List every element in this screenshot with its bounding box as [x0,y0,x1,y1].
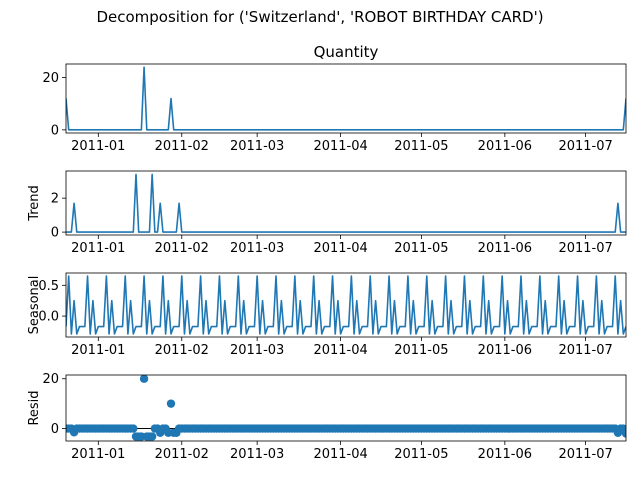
plot-area [66,66,626,131]
y-tick-label: 20 [42,71,59,86]
x-tick-label: 2011-02 [155,343,209,358]
y-axis-label: Seasonal [27,276,42,335]
resid-point [139,375,149,383]
x-tick-label: 2011-03 [230,241,284,256]
x-tick-label: 2011-06 [478,241,532,256]
y-tick-label: 0.5 [38,279,59,294]
y-tick-label: 0.0 [38,310,59,325]
resid-point [621,429,626,438]
y-tick-label: 0 [51,123,59,138]
series-line [66,173,626,233]
x-tick-label: 2011-07 [558,447,612,462]
x-tick-label: 2011-01 [71,447,125,462]
y-tick-label: 0 [51,422,59,437]
y-tick-label: 2 [51,192,59,207]
figure-suptitle: Decomposition for ('Switzerland', 'ROBOT… [96,8,543,26]
resid-point [147,432,157,441]
x-tick-label: 2011-01 [71,241,125,256]
x-tick-label: 2011-07 [558,343,612,358]
panel-1: Quantity 0 20 2011-01 2011-02 2011-03 2011-04 2… [42,43,627,154]
x-tick-label: 2011-04 [313,343,367,358]
x-tick-label: 2011-02 [155,139,209,154]
axes-frame [65,272,627,338]
plot-area [66,275,626,335]
x-tick-label: 2011-07 [558,241,612,256]
axes-frame [65,374,627,442]
y-axis-label: Resid [27,390,42,425]
x-tick-label: 2011-01 [71,343,125,358]
axes-frame [65,170,627,236]
x-tick-label: 2011-03 [230,139,284,154]
x-tick-label: 2011-05 [394,447,448,462]
x-tick-label: 2011-02 [155,241,209,256]
x-tick-label: 2011-04 [313,241,367,256]
x-tick-label: 2011-06 [478,447,532,462]
y-tick-label: 20 [42,372,59,387]
x-tick-label: 2011-02 [155,447,209,462]
plot-area [66,173,626,233]
plot-area [66,375,626,441]
x-tick-label: 2011-06 [478,139,532,154]
x-tick-label: 2011-03 [230,343,284,358]
x-tick-label: 2011-01 [71,139,125,154]
x-tick-label: 2011-06 [478,343,532,358]
x-tick-label: 2011-04 [313,139,367,154]
x-tick-label: 2011-04 [313,447,367,462]
x-tick-label: 2011-07 [558,139,612,154]
panel-4: Resid 0 20 2011-01 2011-02 2011-03 2011-04 2011… [27,372,627,462]
panel-2: Trend 0 2 2011-01 2011-02 2011-03 2011-04 2011-… [27,170,627,256]
x-tick-label: 2011-05 [394,241,448,256]
resid-point [166,399,176,408]
axes-frame [65,63,627,134]
series-line [66,66,626,131]
x-tick-label: 2011-03 [230,447,284,462]
y-axis-label: Trend [27,185,42,222]
resid-point [129,424,138,433]
panel-title: Quantity [314,43,379,61]
y-tick-label: 0 [51,226,59,241]
x-tick-label: 2011-05 [394,139,448,154]
x-tick-label: 2011-05 [394,343,448,358]
series-line [66,275,626,335]
